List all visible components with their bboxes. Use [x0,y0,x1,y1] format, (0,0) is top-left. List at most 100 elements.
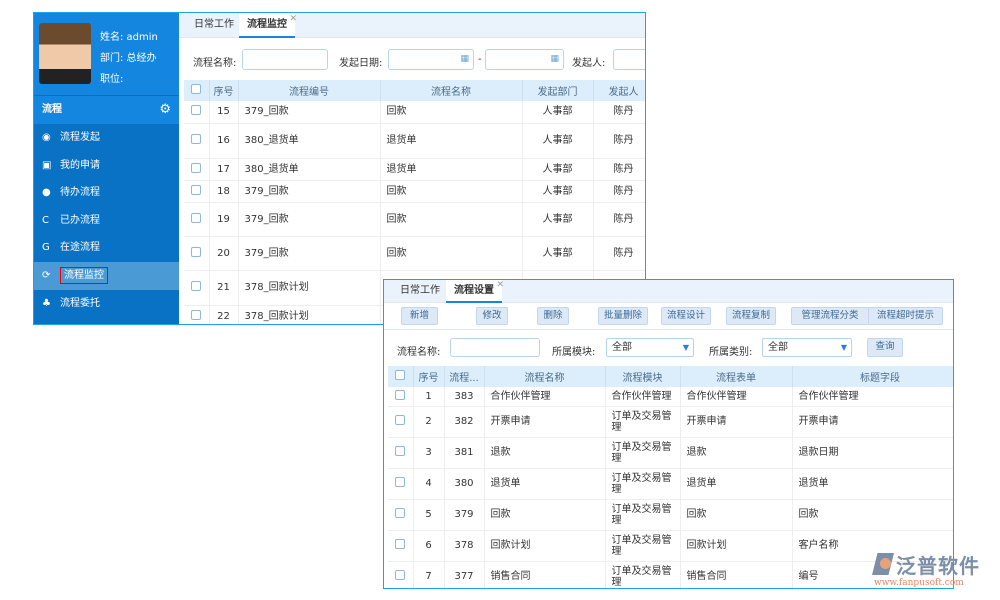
table-row[interactable]: 16 380_退货单 退货单 人事部 陈丹 [184,123,645,159]
sidebar-item-label: 待办流程 [60,187,100,199]
column-header[interactable]: 流程... [444,366,485,387]
close-icon[interactable]: ✕ [289,14,297,24]
toolbar-button[interactable]: 删除 [537,307,569,325]
column-header[interactable]: 流程名称 [380,80,523,101]
sidebar-item[interactable]: ♣ 流程委托 [34,290,179,318]
tab-daily-work[interactable]: 日常工作 [400,285,440,296]
table-cell: 人事部 [522,180,594,203]
table-cell: 1 [413,387,445,407]
column-header[interactable]: 流程模块 [605,366,681,387]
toolbar-button[interactable]: 新增 [401,307,438,325]
tab-flow-monitor[interactable]: 流程监控 ✕ [239,13,297,38]
table-row[interactable]: 19 379_回款 回款 人事部 陈丹 [184,202,645,237]
refresh-icon: C [42,214,49,226]
tab-flow-settings[interactable]: 流程设置 ✕ [446,280,504,303]
column-header[interactable]: 标题字段 [792,366,953,387]
initiator-input[interactable] [613,49,645,70]
toolbar-button[interactable]: 流程超时提示 [868,307,943,325]
table-row[interactable]: 6 378 回款计划 订单及交易管理 回款计划 客户名称 [388,530,953,562]
close-icon[interactable]: ✕ [496,280,504,290]
tab-daily-work[interactable]: 日常工作 [194,19,234,30]
sidebar-item[interactable]: ⟳ 流程监控 [34,261,179,290]
gear-icon[interactable]: ⚙ [159,102,171,117]
row-checkbox[interactable] [395,477,406,487]
row-checkbox[interactable] [191,184,202,195]
table-cell: 2 [413,406,445,438]
table-cell: 回款计划 [680,530,793,562]
table-cell: 379_回款 [238,101,381,124]
table-row[interactable]: 7 377 销售合同 订单及交易管理 销售合同 编号 [388,561,953,588]
toolbar-button[interactable]: 管理流程分类 [791,307,869,325]
start-date-to-input[interactable]: ▦ [485,49,564,70]
table-row[interactable]: 1 383 合作伙伴管理 合作伙伴管理 合作伙伴管理 合作伙伴管理 [388,387,953,407]
table-cell: 3 [413,437,445,469]
tab-bar: 日常工作 流程监控 ✕ [179,13,645,38]
flow-name-input[interactable] [450,338,540,357]
table-row[interactable]: 15 379_回款 回款 人事部 陈丹 [184,101,645,124]
chevron-down-icon: ▼ [840,343,847,352]
table-row[interactable]: 4 380 退货单 订单及交易管理 退货单 退货单 [388,468,953,500]
table-row[interactable]: 5 379 回款 订单及交易管理 回款 回款 [388,499,953,531]
calendar-icon[interactable]: ▦ [460,54,469,64]
table-row[interactable]: 20 379_回款 回款 人事部 陈丹 [184,236,645,271]
table-cell: 人事部 [522,236,594,271]
table-cell: 回款 [792,499,953,531]
toolbar-button[interactable]: 流程复制 [726,307,776,325]
row-checkbox[interactable] [395,539,406,549]
start-date-from-input[interactable]: ▦ [388,49,474,70]
sidebar-item[interactable]: ◉ 流程发起 [34,124,179,152]
document-icon: ▣ [42,159,52,171]
table-row[interactable]: 18 379_回款 回款 人事部 陈丹 [184,180,645,203]
table-cell: 18 [209,180,239,203]
row-checkbox[interactable] [191,281,202,291]
row-checkbox[interactable] [395,508,406,518]
sidebar-item[interactable]: ● 待办流程 [34,179,179,207]
row-checkbox[interactable] [191,162,202,173]
row-checkbox[interactable] [191,246,202,257]
toolbar-button[interactable]: 流程设计 [661,307,711,325]
module-select[interactable]: 全部 ▼ [606,338,694,357]
sidebar: 姓名: admin 部门: 总经办 职位: 流程 ⚙ ◉ 流程发起 ▣ 我的申请 ● 待办流… [34,13,179,324]
table-cell: 开票申请 [484,406,606,438]
sidebar-item[interactable]: G 在途流程 [34,234,179,262]
table-cell: 回款 [380,101,523,124]
row-checkbox[interactable] [191,212,202,223]
table-cell: 15 [209,101,239,124]
toolbar-button[interactable]: 批量删除 [598,307,648,325]
table-cell: 订单及交易管理 [605,468,681,500]
sidebar-item[interactable]: C 已办流程 [34,207,179,235]
table-row[interactable]: 3 381 退款 订单及交易管理 退款 退款日期 [388,437,953,469]
flow-name-input[interactable] [242,49,328,70]
table-cell: 退款 [680,437,793,469]
row-checkbox[interactable] [395,389,406,400]
column-header[interactable]: 序号 [413,366,445,387]
column-header[interactable]: 流程编号 [238,80,381,101]
column-header[interactable]: 序号 [209,80,239,101]
table-cell: 陈丹 [593,158,645,181]
row-checkbox[interactable] [395,570,406,580]
table-cell: 陈丹 [593,236,645,271]
table-row[interactable]: 17 380_退货单 退货单 人事部 陈丹 [184,158,645,181]
row-checkbox[interactable] [191,309,202,320]
row-checkbox[interactable] [191,105,202,116]
column-header[interactable]: 发起人 [593,80,645,101]
table-row[interactable]: 2 382 开票申请 订单及交易管理 开票申请 开票申请 [388,406,953,438]
column-header[interactable]: 发起部门 [522,80,594,101]
sidebar-item[interactable]: ▣ 我的申请 [34,152,179,180]
row-checkbox[interactable] [395,415,406,425]
row-checkbox[interactable] [191,134,202,144]
column-header[interactable]: 流程名称 [484,366,606,387]
row-checkbox[interactable] [395,446,406,456]
table-cell: 人事部 [522,202,594,237]
flow-monitor-window: 姓名: admin 部门: 总经办 职位: 流程 ⚙ ◉ 流程发起 ▣ 我的申请 ● 待办流… [33,12,646,325]
category-select[interactable]: 全部 ▼ [762,338,852,357]
table-cell: 订单及交易管理 [605,437,681,469]
calendar-icon[interactable]: ▦ [550,54,559,64]
table-cell: 客户名称 [792,530,953,562]
column-header[interactable]: 流程表单 [680,366,793,387]
select-all-checkbox[interactable] [395,370,406,380]
query-button[interactable]: 查询 [867,338,903,357]
toolbar-button[interactable]: 修改 [476,307,508,325]
table-cell: 退货单 [380,158,523,181]
select-all-checkbox[interactable] [191,84,202,94]
